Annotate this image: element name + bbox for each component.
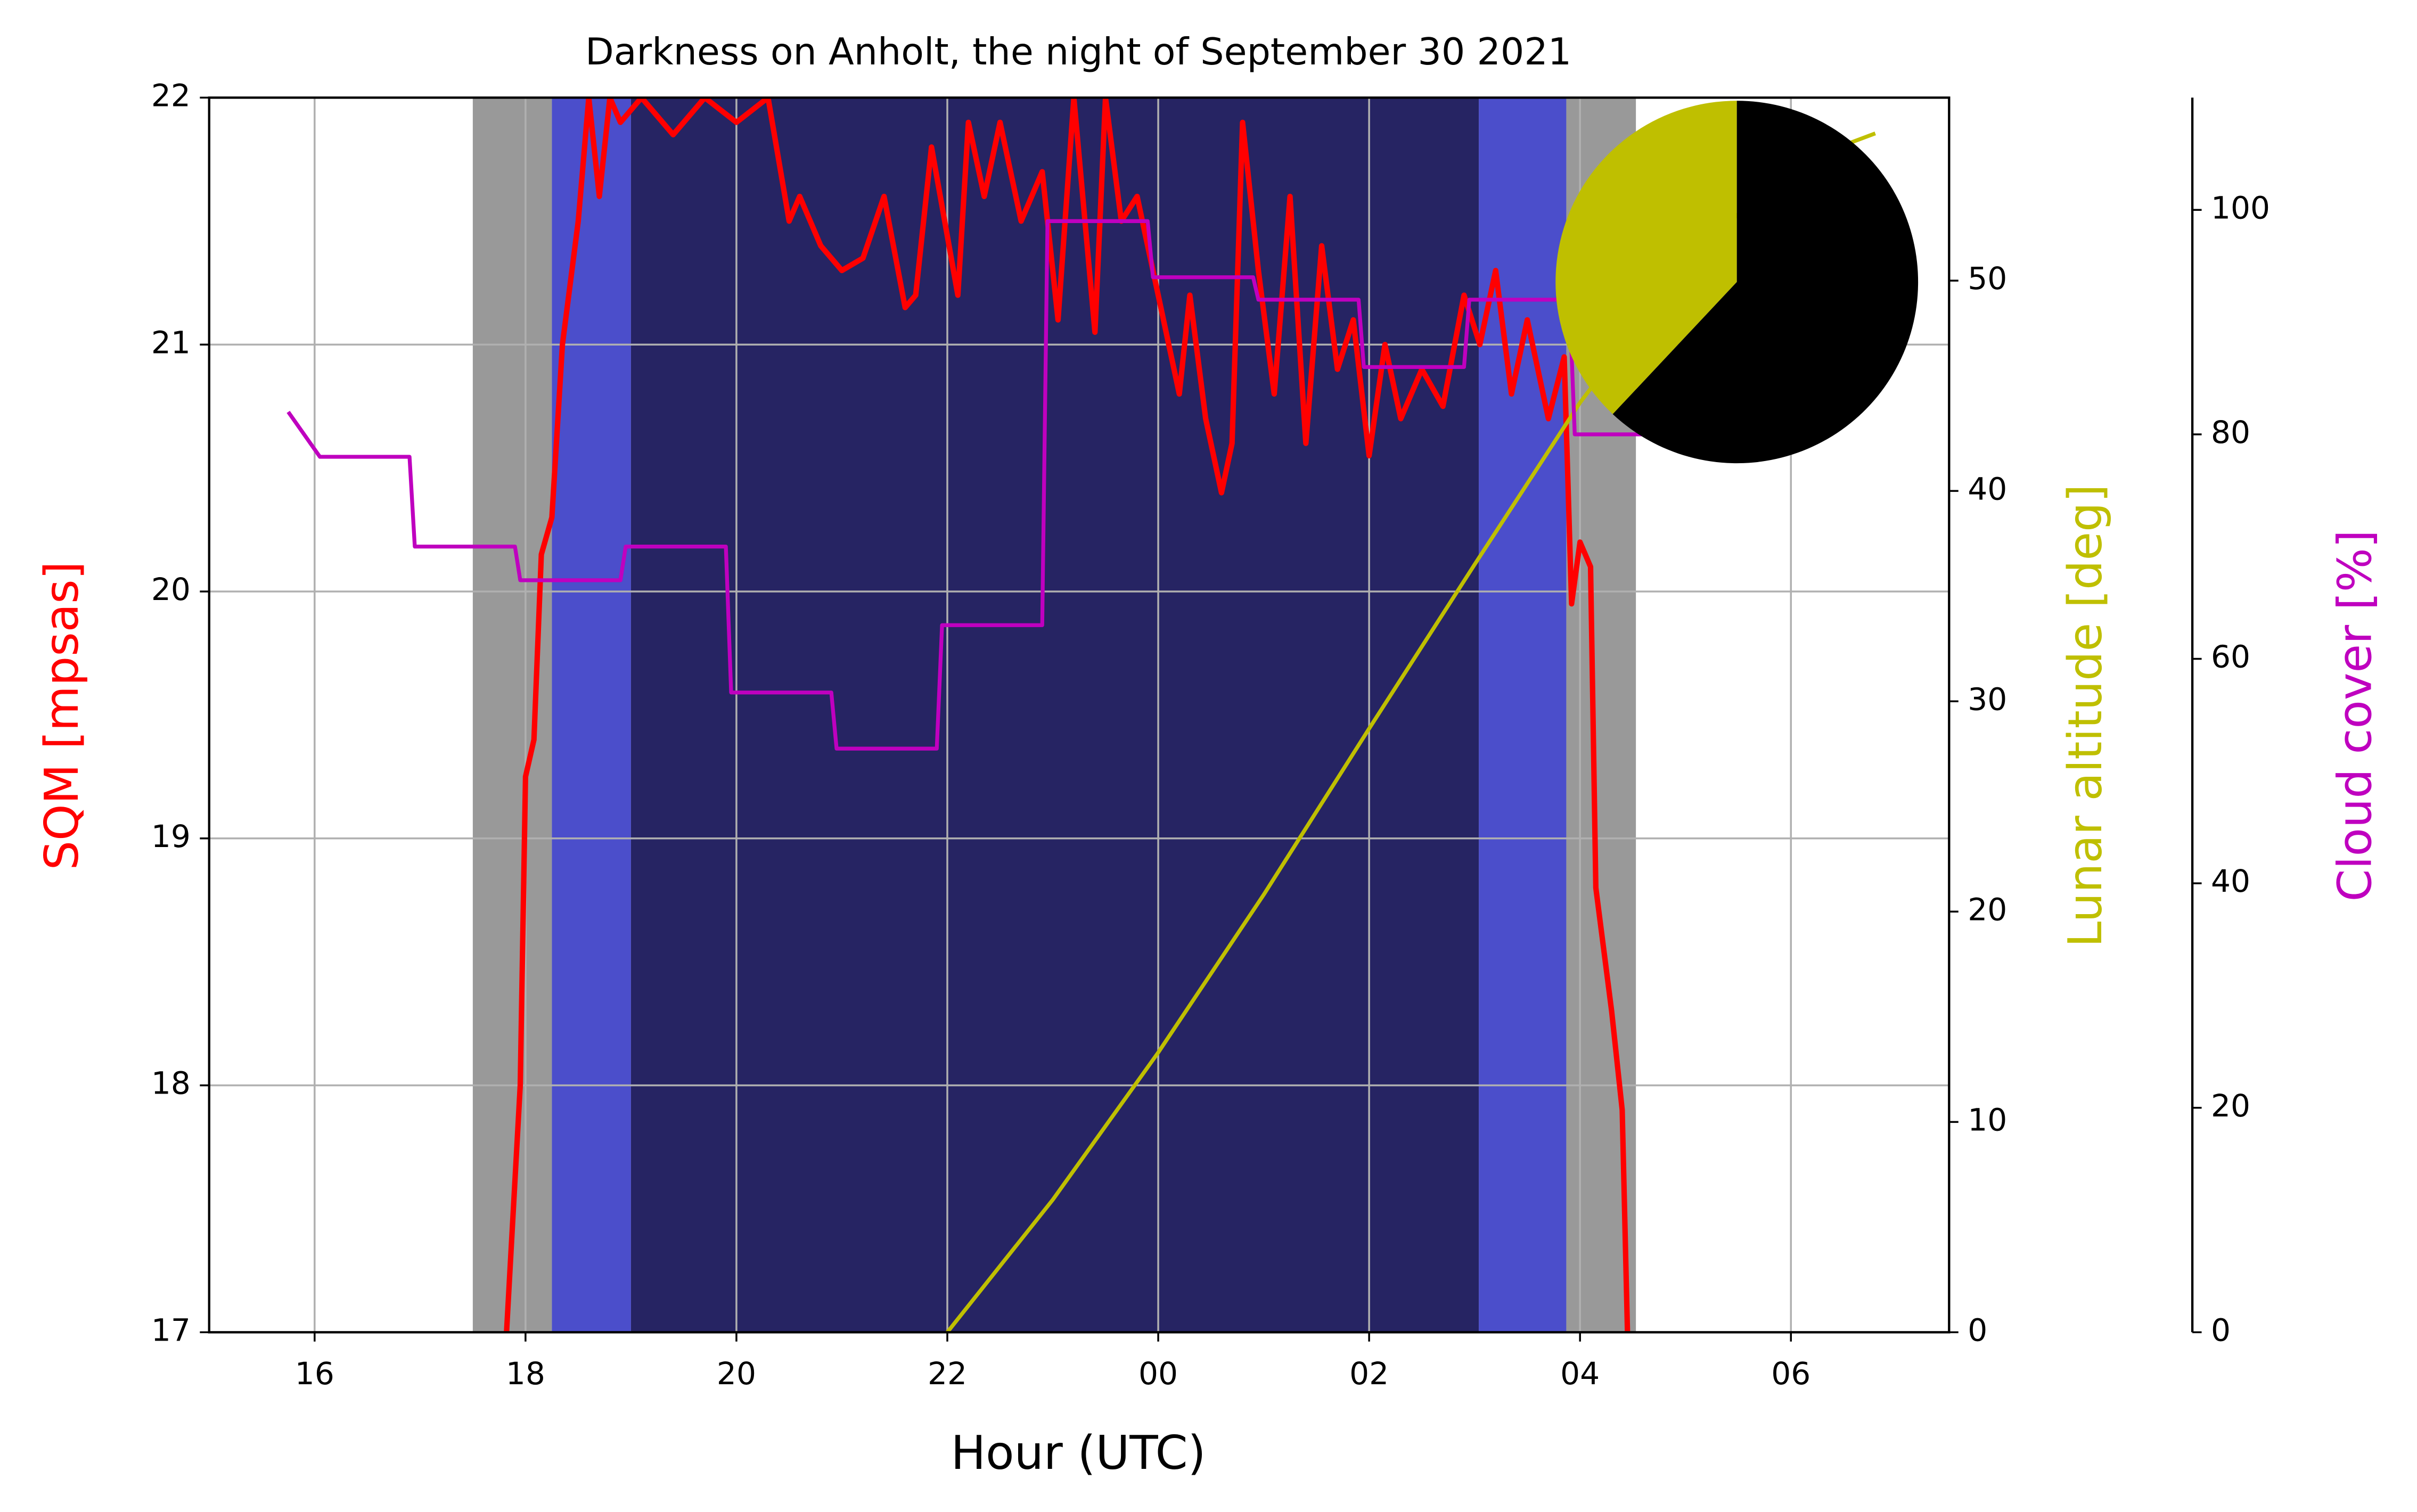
y3-tick-label: 0 [2211, 1312, 2231, 1348]
x-tick-label: 06 [1771, 1355, 1810, 1392]
y3-tick-label: 100 [2211, 190, 2270, 226]
y-tick-label: 18 [151, 1065, 191, 1102]
chart-title: Darkness on Anholt, the night of Septemb… [585, 30, 1571, 73]
series-line [286, 219, 1654, 751]
x-tick-label: 00 [1138, 1355, 1178, 1392]
y3-axis-label: Cloud cover [%] [2328, 530, 2382, 901]
twilight-band [552, 97, 631, 1333]
axes: 16 18 20 22 00 02 04 06 17 18 19 20 21 22 0 10 20 30 40 50 0… [151, 78, 2270, 1392]
x-tick-label: 22 [928, 1355, 967, 1392]
y3-tick-label: 80 [2211, 414, 2250, 450]
y2-tick-label: 50 [1968, 260, 2007, 297]
y2-tick-label: 20 [1968, 891, 2007, 927]
x-tick-label: 18 [506, 1355, 545, 1392]
twilight-band [472, 97, 552, 1333]
y-tick-label: 19 [151, 818, 191, 854]
twilight-band [1479, 97, 1567, 1333]
bands [472, 97, 1636, 1333]
x-tick-label: 16 [295, 1355, 334, 1392]
x-tick-label: 04 [1560, 1355, 1600, 1392]
y-tick-label: 22 [151, 78, 191, 114]
y2-tick-label: 10 [1968, 1102, 2007, 1138]
pie [1555, 101, 1919, 464]
series-line [504, 97, 1631, 1333]
plot-frame [208, 96, 1951, 1334]
y2-axis-label: Lunar altitude [deg] [2058, 484, 2112, 947]
y-tick-label: 17 [151, 1312, 191, 1348]
y3-tick-label: 20 [2211, 1088, 2250, 1124]
y3-tick-label: 60 [2211, 639, 2250, 675]
x-tick-label: 20 [717, 1355, 756, 1392]
pie-slice [1612, 101, 1919, 464]
y2-tick-label: 0 [1968, 1312, 1987, 1348]
x-tick-label: 02 [1349, 1355, 1389, 1392]
y-axis-label: SQM [mpsas] [35, 561, 89, 870]
y2-tick-label: 40 [1968, 471, 2007, 507]
y-tick-label: 21 [151, 324, 191, 360]
y2-tick-label: 30 [1968, 681, 2007, 717]
x-axis-label: Hour (UTC) [951, 1426, 1206, 1480]
y-tick-label: 20 [151, 571, 191, 607]
pie-slice [1555, 101, 1737, 414]
y3-tick-label: 40 [2211, 863, 2250, 899]
